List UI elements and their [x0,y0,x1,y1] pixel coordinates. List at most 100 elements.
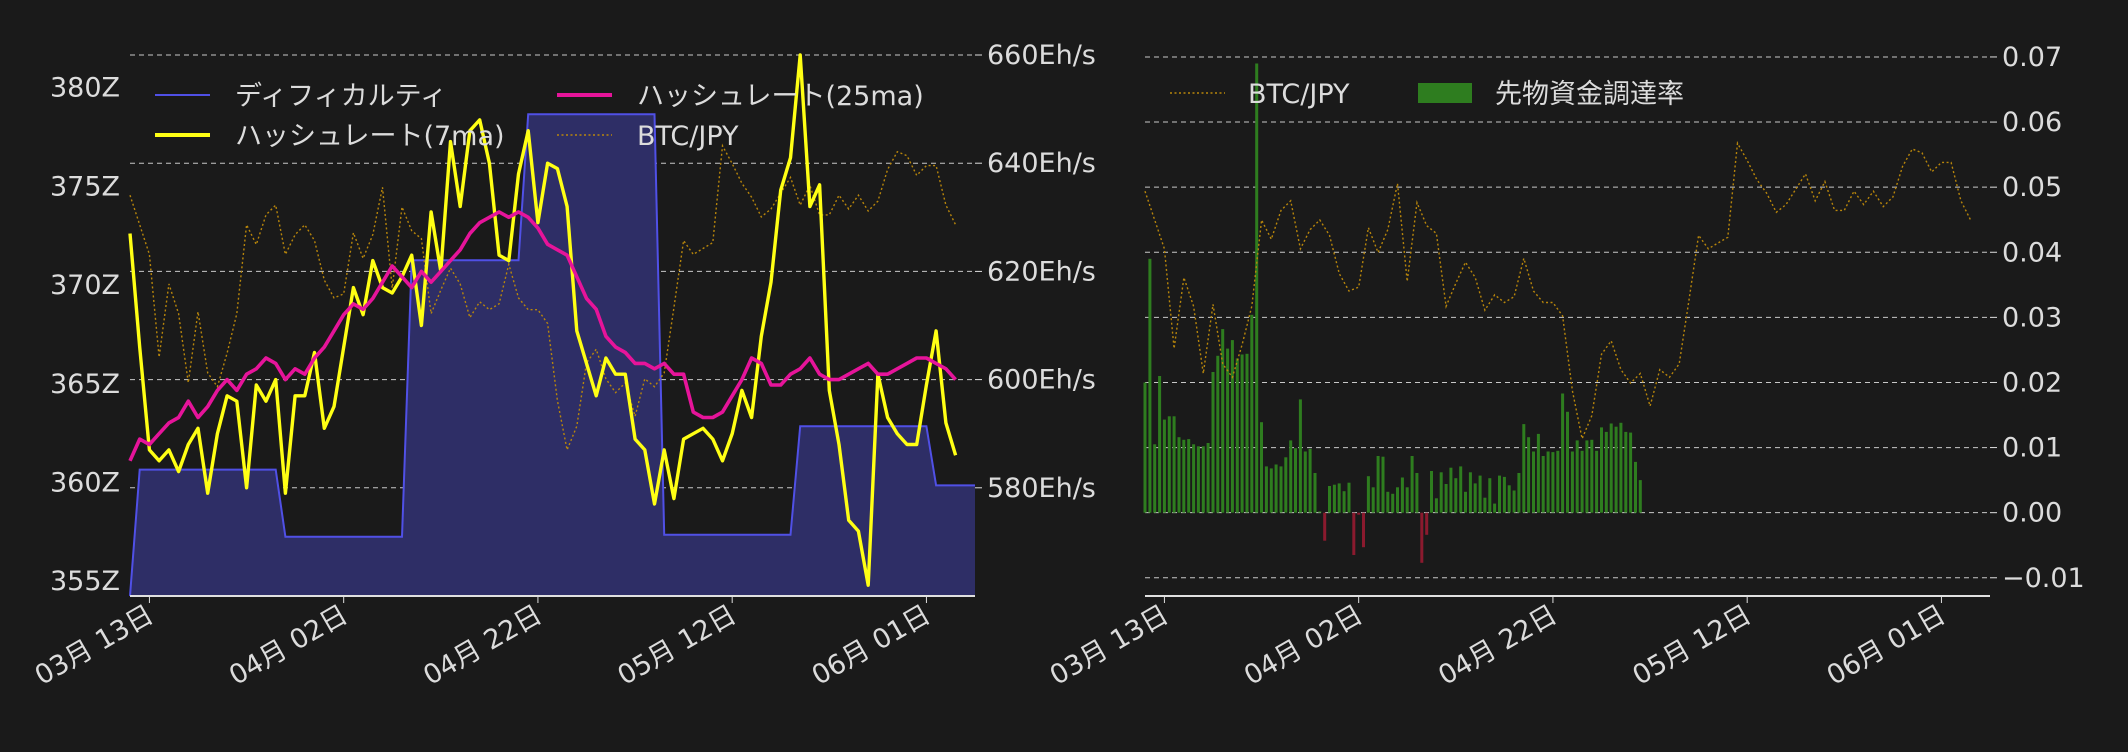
legend-label-btc: BTC/JPY [637,121,739,152]
difficulty-area [130,114,975,596]
funding-bar [1439,472,1443,513]
funding-bar [1362,512,1365,548]
funding-bar [1182,439,1186,513]
funding-bar [1201,446,1205,513]
funding-bar [1566,411,1569,513]
funding-bar [1517,473,1521,513]
funding-bar [1347,482,1351,513]
x-tick-label: 04月 02日 [224,599,353,691]
x-tick-label: 04月 02日 [1239,599,1368,691]
funding-bar [1386,491,1390,513]
funding-bar [1240,354,1244,513]
funding-bar [1600,427,1603,513]
funding-bar [1634,461,1637,513]
funding-bar [1629,432,1633,513]
funding-bar [1536,433,1540,513]
funding-bar [1206,443,1210,513]
funding-bar [1595,450,1599,513]
funding-bar [1478,475,1482,513]
x-tick-label: 05月 12日 [1627,599,1756,691]
x-tick-label: 04月 22日 [418,599,547,691]
funding-bar [1444,484,1448,513]
funding-bar [1250,314,1254,513]
funding-bar [1381,456,1385,513]
funding-bar [1580,450,1584,513]
funding-bar [1604,431,1608,513]
funding-bar [1177,437,1181,513]
funding-bar [1488,478,1492,513]
y-right-tick-label: 0.01 [2002,433,2062,464]
funding-bar [1512,490,1516,513]
funding-bar [1143,382,1147,513]
funding-bar [1556,450,1560,513]
btc-jpy-line [1144,140,1972,442]
funding-bar [1294,448,1297,513]
funding-bar [1158,376,1162,513]
funding-bar [1196,446,1200,513]
x-tick-label: 03月 13日 [1045,599,1174,691]
y-left-tick-label: 360Z [50,467,120,498]
funding-bar [1420,512,1424,563]
funding-bar [1269,468,1273,513]
y-left-tick-label: 375Z [50,171,120,202]
x-tick-label: 05月 12日 [612,599,741,691]
funding-bar [1255,63,1259,513]
funding-bar [1551,452,1555,513]
y-left-tick-label: 380Z [50,73,120,104]
funding-bar [1298,399,1302,513]
y-right-tick-label: 640Eh/s [987,148,1096,179]
funding-bar [1468,472,1472,513]
y-right-tick-label: 0.03 [2002,302,2062,333]
funding-bar [1264,466,1268,513]
funding-bar [1187,439,1191,513]
funding-bar [1371,487,1375,513]
funding-bar [1211,372,1215,513]
funding-bar [1274,464,1278,513]
legend: BTC/JPY 先物資金調達率 [1170,79,1684,110]
btc-jpy-line [129,143,957,453]
funding-bar [1328,486,1331,513]
funding-bar [1192,444,1196,513]
funding-bar [1308,448,1312,513]
y-right-tick-label: 660Eh/s [987,40,1096,71]
difficulty-line [129,113,975,597]
funding-bar [1527,437,1531,513]
funding-bar [1434,498,1438,513]
funding-bar [1221,329,1225,513]
y-left-tick-label: 365Z [50,369,120,400]
funding-bar [1624,431,1628,513]
funding-bar [1235,358,1239,513]
funding-bar [1376,456,1380,513]
funding-bar [1570,451,1574,513]
funding-bar [1522,424,1526,513]
funding-bar [1454,478,1458,513]
legend-label-hash25: ハッシュレート(25ma) [637,81,924,112]
funding-bar [1172,416,1176,513]
x-tick-label: 06月 01日 [807,599,936,691]
funding-bar [1337,483,1341,513]
funding-bar [1415,473,1419,513]
funding-bar [1162,419,1166,513]
funding-bar [1226,348,1230,513]
funding-bar [1289,440,1293,513]
y-right-tick-label: 600Eh/s [987,365,1096,396]
funding-bar [1507,485,1511,513]
legend-label-difficulty: ディフィカルティ [235,81,447,112]
funding-bar [1590,439,1594,513]
funding-bar [1342,491,1346,513]
y-right-tick-label: 0.04 [2002,237,2062,268]
funding-bar [1464,491,1467,513]
funding-bar [1167,416,1171,513]
funding-bar [1410,456,1414,513]
y-right-tick-label: 580Eh/s [987,473,1096,504]
funding-bar [1609,423,1613,513]
y-right-tick-label: 620Eh/s [987,256,1096,287]
legend-label-hash7: ハッシュレート(7ma) [235,121,505,152]
funding-bar [1303,451,1307,513]
y-right-tick-label: 0.06 [2002,107,2062,138]
y-left-tick-label: 370Z [50,270,120,301]
funding-bar [1323,512,1327,541]
funding-bar [1357,512,1361,515]
funding-bar [1400,477,1404,513]
